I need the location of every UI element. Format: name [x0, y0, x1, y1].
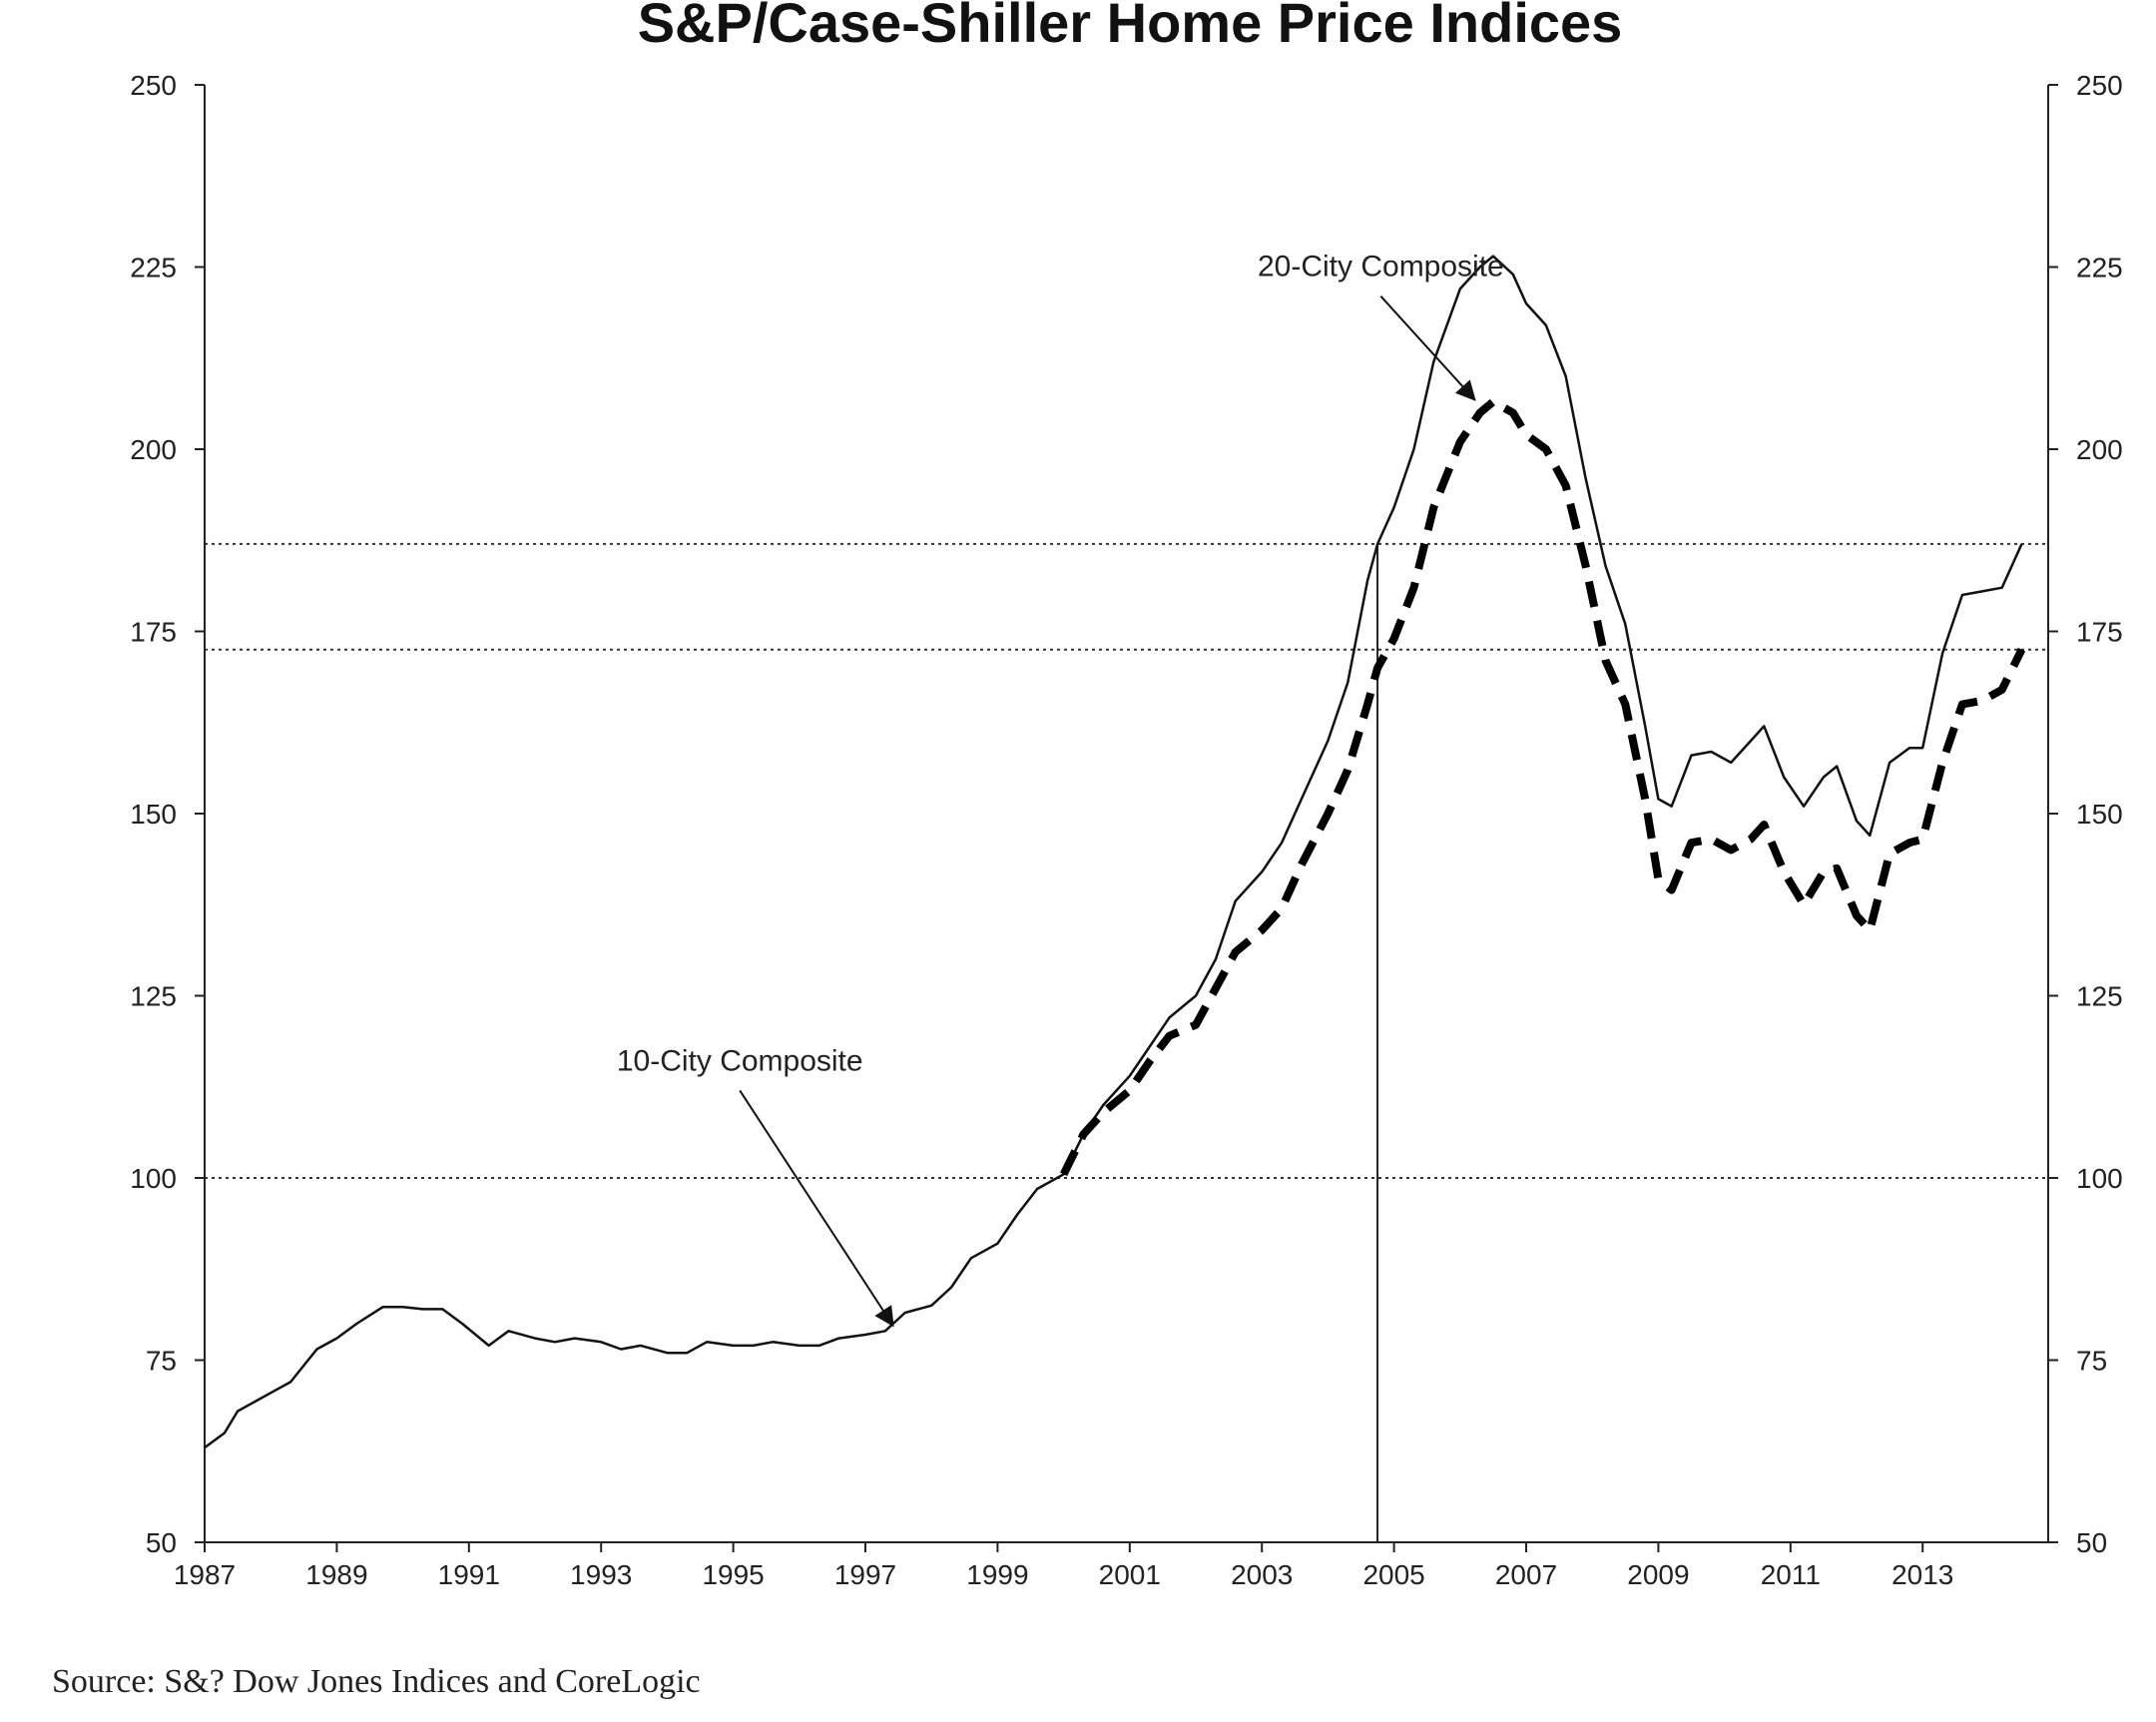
y-tick-label-right: 75 [2076, 1346, 2107, 1377]
y-tick-label-right: 175 [2076, 617, 2123, 648]
y-tick-label-right: 150 [2076, 799, 2123, 830]
x-tick-label: 1987 [174, 1559, 236, 1590]
x-tick-label: 1999 [966, 1559, 1028, 1590]
annotation-label: 10-City Composite [617, 1044, 863, 1077]
y-tick-label-right: 250 [2076, 70, 2123, 101]
x-tick-label: 2011 [1761, 1559, 1821, 1590]
x-tick-label: 1993 [570, 1559, 632, 1590]
x-tick-label: 2001 [1099, 1559, 1161, 1590]
x-tick-label: 2007 [1495, 1559, 1557, 1590]
x-tick-label: 2009 [1627, 1559, 1689, 1590]
annotation-label: 20-City Composite [1258, 251, 1504, 284]
x-tick-label: 2013 [1891, 1559, 1953, 1590]
x-tick-label: 1989 [305, 1559, 367, 1590]
series-line-20-city-composite [1060, 397, 2026, 1177]
source-note: Source: S&? Dow Jones Indices and CoreLo… [52, 1663, 701, 1700]
y-tick-label-right: 200 [2076, 434, 2123, 465]
x-tick-label: 2005 [1362, 1559, 1424, 1590]
y-tick-label-left: 225 [130, 253, 177, 284]
axes: 50 50 75 75 100 100 125 125 150 150 175 175 200 200 22… [130, 70, 2122, 1590]
x-tick-label: 1997 [834, 1559, 896, 1590]
annotation-arrow [1379, 295, 1476, 401]
series-line-10-city-composite [204, 255, 2023, 1449]
y-tick-label-left: 175 [130, 617, 177, 648]
x-tick-label: 1991 [438, 1559, 500, 1590]
y-tick-label-right: 125 [2076, 981, 2123, 1012]
y-tick-label-left: 200 [130, 434, 177, 465]
y-tick-label-right: 50 [2076, 1527, 2107, 1558]
y-tick-label-left: 50 [146, 1527, 177, 1558]
y-tick-label-left: 150 [130, 799, 177, 830]
y-tick-label-left: 125 [130, 981, 177, 1012]
y-tick-label-left: 250 [130, 70, 177, 101]
reference-lines [205, 542, 2048, 1542]
x-tick-label: 2003 [1231, 1559, 1293, 1590]
chart-title: S&P/Case-Shiller Home Price Indices [638, 0, 1623, 54]
y-tick-label-right: 225 [2076, 253, 2123, 284]
y-tick-label-left: 100 [130, 1163, 177, 1194]
y-tick-label-right: 100 [2076, 1163, 2123, 1194]
series-layer [204, 255, 2026, 1449]
annotations: 20-City Composite 10-City Composite [617, 251, 1504, 1328]
y-tick-label-left: 75 [146, 1346, 177, 1377]
x-tick-label: 1995 [702, 1559, 764, 1590]
annotation-arrow [739, 1089, 894, 1328]
